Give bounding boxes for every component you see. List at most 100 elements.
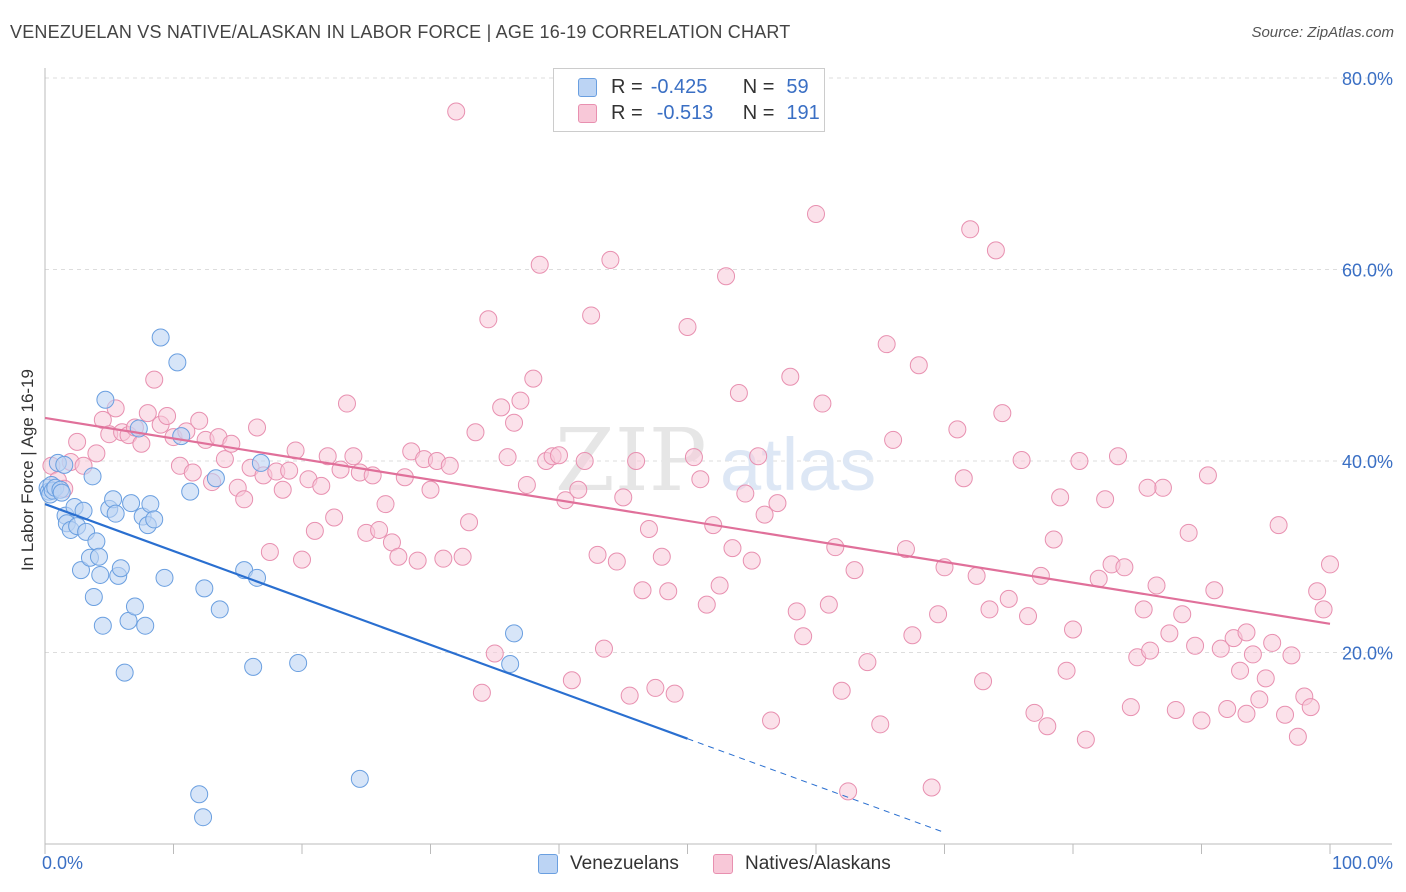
native-point: [717, 267, 736, 286]
native-point: [781, 367, 800, 386]
native-point: [1237, 623, 1256, 642]
native-point: [1070, 452, 1089, 470]
native-point: [550, 446, 568, 465]
native-point: [344, 447, 363, 466]
legend-label-venezuelans: Venezuelans: [570, 853, 679, 874]
venezuelan-point: [122, 494, 141, 513]
native-point: [248, 418, 267, 437]
stats-legend: R = -0.425 N = 59 R = -0.513 N = 191: [553, 68, 825, 132]
axes: [44, 68, 1392, 854]
native-point: [447, 102, 466, 121]
x-tick-label-max: 100.0%: [1332, 853, 1393, 873]
native-point: [318, 447, 337, 466]
venezuelans-trend-line: [44, 503, 688, 740]
native-point: [594, 639, 613, 658]
native-point: [1153, 478, 1172, 497]
native-point: [627, 452, 646, 470]
native-point: [1301, 698, 1320, 717]
native-point: [723, 539, 742, 558]
native-point: [710, 576, 729, 595]
native-point: [466, 423, 485, 442]
venezuelan-point: [115, 663, 134, 682]
native-point: [312, 476, 331, 495]
native-point: [1186, 636, 1205, 655]
native-point: [440, 456, 459, 475]
native-point: [582, 306, 601, 325]
natives-alaskans-swatch: [713, 854, 733, 874]
venezuelan-point: [145, 510, 164, 529]
native-point: [1134, 600, 1153, 619]
native-point: [138, 404, 157, 423]
native-point: [986, 241, 1005, 260]
source-credit: Source: ZipAtlas.com: [1251, 24, 1394, 41]
native-point: [826, 538, 845, 557]
native-point: [684, 448, 703, 467]
venezuelan-point: [96, 390, 115, 409]
native-point: [620, 686, 639, 705]
native-point: [1147, 576, 1166, 595]
native-point: [980, 600, 999, 619]
venezuelan-point: [210, 600, 229, 619]
native-point: [1218, 699, 1237, 718]
native-point: [1276, 705, 1295, 724]
native-point: [999, 589, 1018, 608]
venezuelan-point: [111, 559, 130, 578]
native-point: [974, 672, 993, 691]
legend-item-venezuelans: Venezuelans: [538, 852, 679, 876]
native-point: [1231, 661, 1250, 680]
venezuelan-point: [289, 654, 308, 673]
native-point: [68, 432, 87, 451]
n-label: N =: [742, 75, 775, 98]
native-point: [652, 547, 671, 566]
native-point: [1108, 447, 1127, 466]
native-point: [1192, 711, 1211, 730]
venezuelan-point: [194, 808, 213, 827]
native-point: [762, 711, 781, 730]
r-label: R =: [611, 101, 643, 124]
venezuelan-point: [106, 504, 125, 523]
native-point: [736, 484, 755, 503]
native-point: [961, 220, 980, 239]
native-point: [183, 463, 202, 482]
venezuelan-point: [505, 624, 524, 643]
native-point: [813, 394, 832, 413]
native-point: [1288, 727, 1307, 746]
legend-label-natives-alaskans: Natives/Alaskans: [745, 853, 891, 874]
native-point: [967, 566, 986, 585]
native-point: [768, 494, 787, 513]
venezuelan-point: [89, 547, 108, 566]
watermark: ZIP atlas: [555, 411, 876, 511]
legend-row-venezuelans: R = -0.425 N = 59: [578, 75, 809, 99]
native-point: [665, 684, 684, 703]
native-point: [871, 715, 890, 734]
native-point: [1256, 669, 1275, 688]
native-point: [1205, 581, 1224, 600]
native-point: [511, 391, 530, 410]
venezuelans-trend-extension: [687, 738, 945, 833]
native-point: [1115, 558, 1134, 577]
native-point: [1173, 605, 1192, 624]
native-point: [1012, 451, 1031, 470]
native-point: [742, 551, 761, 570]
native-point: [479, 310, 498, 329]
venezuelan-point: [71, 561, 90, 580]
native-point: [1121, 698, 1140, 717]
native-point: [1237, 704, 1256, 723]
native-point: [530, 255, 549, 274]
native-point: [1076, 730, 1095, 749]
venezuelan-point: [350, 769, 369, 788]
native-point: [633, 581, 652, 600]
native-point: [132, 434, 151, 453]
n-value: 59: [786, 75, 809, 98]
native-point: [389, 547, 408, 566]
native-point: [524, 369, 543, 388]
native-point: [697, 595, 716, 614]
native-point: [607, 552, 626, 571]
native-point: [601, 250, 620, 269]
natives-alaskans-swatch: [578, 103, 597, 123]
native-point: [305, 521, 324, 540]
native-point: [325, 508, 344, 527]
venezuelan-point: [136, 616, 155, 635]
native-point: [1044, 530, 1063, 549]
